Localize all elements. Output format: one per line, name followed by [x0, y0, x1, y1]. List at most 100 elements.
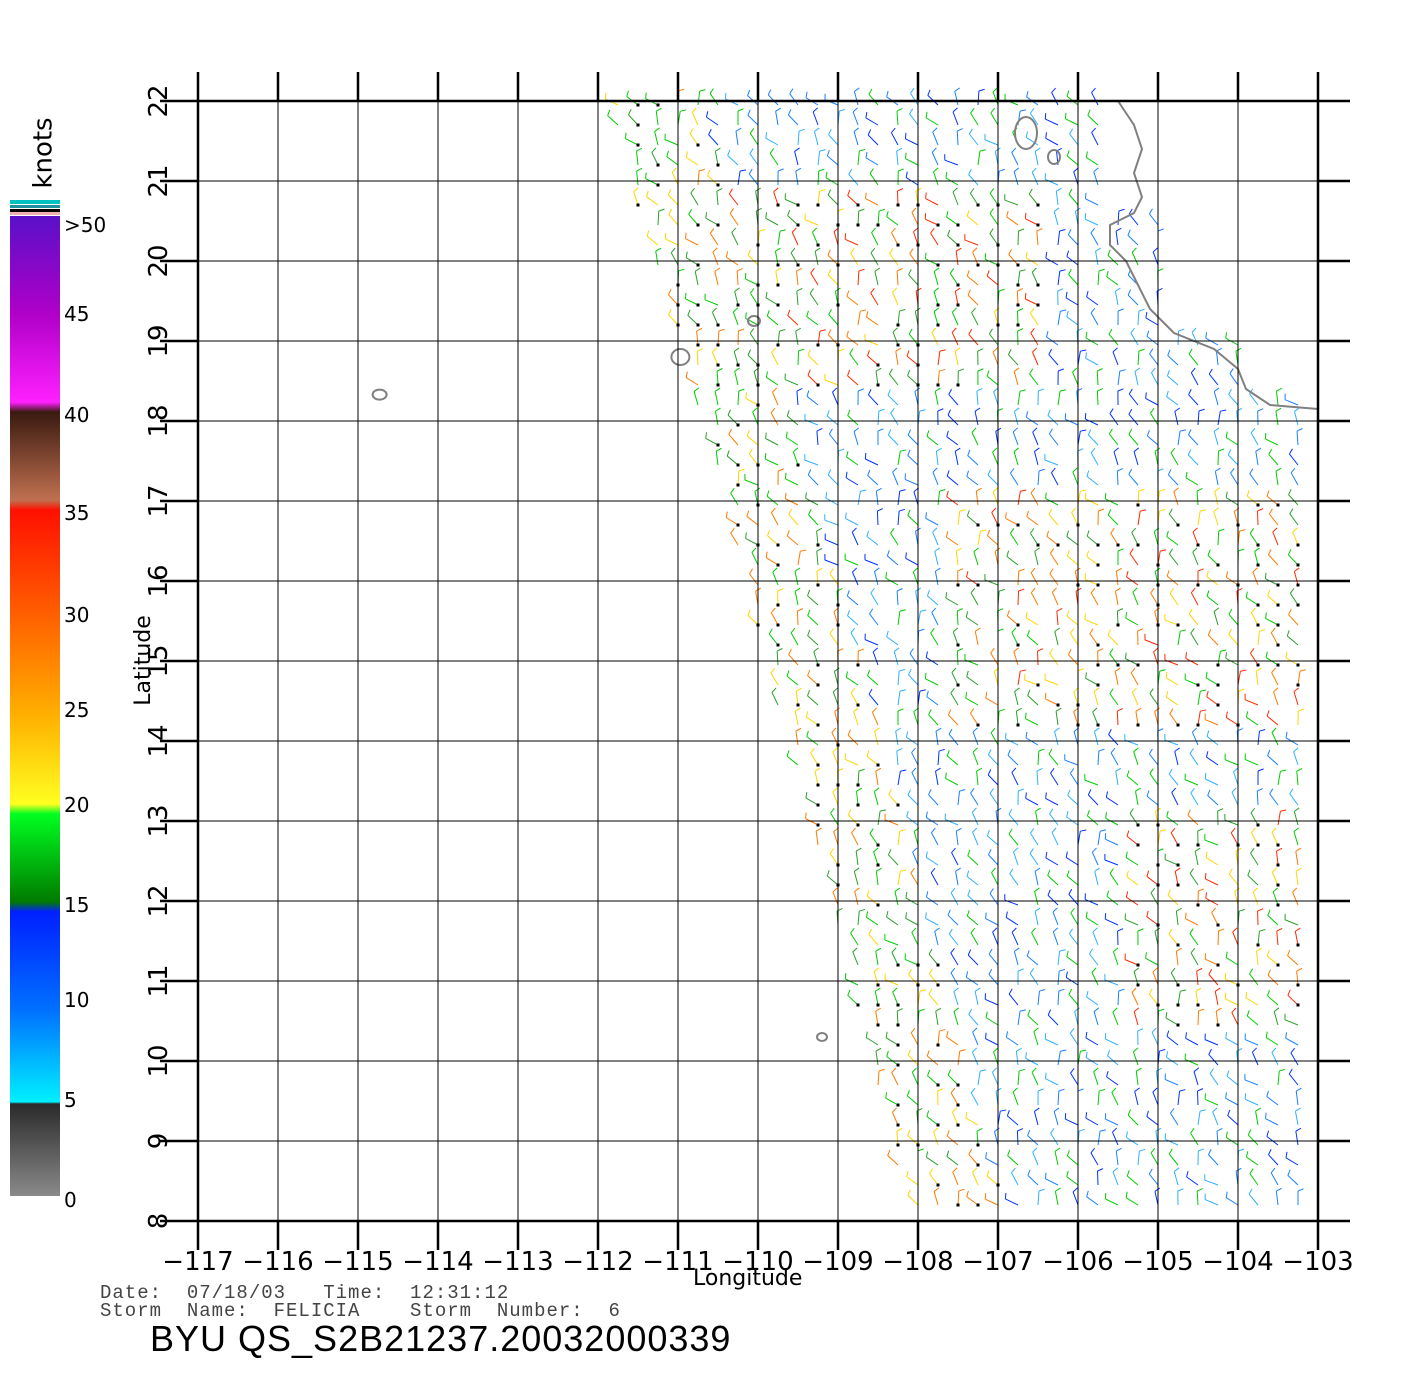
wind-barb — [972, 1027, 978, 1033]
wind-vector — [785, 478, 799, 486]
wind-vector — [925, 218, 939, 226]
wind-barb — [788, 508, 793, 515]
wind-vector — [1070, 912, 1079, 926]
wind-vector — [765, 297, 779, 306]
wind-barb — [1185, 1032, 1187, 1039]
wind-barb — [947, 709, 952, 716]
wind-vector — [1267, 915, 1279, 926]
wind-barb — [685, 232, 687, 239]
wind-vector — [885, 1097, 899, 1106]
wind-vector — [850, 632, 859, 646]
wind-vector — [1249, 973, 1259, 986]
wind-barb — [1287, 549, 1292, 556]
wind-vector — [1189, 873, 1199, 886]
wind-barb — [716, 187, 723, 192]
wind-barb — [1293, 747, 1299, 753]
wind-vector — [885, 577, 899, 586]
rain-flag — [816, 683, 820, 687]
wind-vector — [1011, 772, 1019, 786]
wind-vector — [954, 291, 959, 306]
wind-barb — [906, 1170, 909, 1177]
wind-vector — [1152, 1091, 1159, 1106]
wind-barb — [1170, 967, 1176, 974]
wind-barb — [937, 408, 944, 412]
wind-barb — [892, 467, 898, 473]
wind-barb — [1199, 1109, 1207, 1112]
wind-barb — [1086, 290, 1089, 297]
wind-vector — [706, 116, 719, 126]
wind-vector — [1191, 731, 1199, 746]
rain-flag — [876, 223, 880, 227]
wind-barb — [1208, 368, 1213, 375]
wind-barb — [1019, 109, 1027, 112]
wind-barb — [771, 507, 776, 513]
wind-barb — [1146, 910, 1149, 917]
wind-vector — [728, 434, 739, 446]
wind-barb — [795, 167, 802, 172]
wind-barb — [847, 369, 851, 376]
wind-barb — [1293, 827, 1299, 832]
wind-barb — [1190, 787, 1195, 794]
wind-vector — [1050, 772, 1059, 786]
wind-vector — [847, 415, 859, 426]
wind-vector — [685, 238, 699, 246]
wind-vector — [857, 911, 860, 926]
wind-barb — [891, 227, 896, 233]
wind-vector — [853, 131, 859, 146]
wind-barb — [1047, 1009, 1052, 1016]
wind-vector — [896, 270, 899, 286]
wind-barb — [1089, 948, 1093, 955]
wind-vector — [930, 832, 939, 846]
wind-vector — [985, 1198, 999, 1206]
island — [1047, 149, 1061, 165]
wind-barb — [1126, 570, 1129, 578]
wind-barb — [915, 187, 922, 192]
wind-barb — [1117, 608, 1124, 612]
wind-barb — [1287, 989, 1291, 996]
rain-flag — [1296, 983, 1300, 987]
wind-vector — [993, 1051, 999, 1066]
wind-vector — [1186, 1176, 1199, 1186]
wind-barb — [712, 307, 717, 313]
rain-flag — [1256, 623, 1260, 627]
wind-vector — [1005, 738, 1019, 746]
wind-vector — [787, 315, 799, 326]
wind-barb — [1268, 1149, 1272, 1155]
wind-vector — [714, 391, 719, 406]
rain-flag — [856, 1003, 860, 1007]
wind-barb — [972, 1167, 978, 1173]
wind-vector — [1231, 1012, 1239, 1026]
wind-barb — [1228, 608, 1233, 615]
wind-barb — [1026, 90, 1029, 98]
wind-barb — [1272, 527, 1278, 533]
wind-barb — [688, 208, 692, 215]
wind-vector — [1116, 610, 1119, 626]
wind-barb — [1025, 611, 1028, 618]
wind-vector — [1114, 291, 1119, 306]
wind-vector — [1229, 373, 1239, 386]
wind-barb — [1252, 567, 1258, 573]
wind-vector — [806, 395, 819, 406]
wind-vector — [1166, 696, 1179, 706]
wind-vector — [1187, 454, 1199, 466]
wind-vector — [1213, 611, 1219, 626]
wind-barb — [765, 371, 769, 378]
rain-flag — [1276, 663, 1280, 667]
wind-barb — [1031, 167, 1037, 173]
wind-barb — [897, 708, 904, 712]
wind-vector — [788, 514, 799, 526]
wind-vector — [1250, 852, 1259, 866]
wind-vector — [857, 210, 860, 226]
wind-barb — [1211, 907, 1216, 913]
wind-vector — [815, 831, 819, 846]
wind-vector — [1091, 132, 1099, 146]
wind-barb — [848, 168, 853, 175]
rain-flag — [856, 803, 860, 807]
wind-vector — [807, 695, 819, 706]
wind-barb — [1025, 1052, 1027, 1059]
wind-barb — [966, 510, 970, 517]
wind-vector — [994, 1131, 999, 1146]
wind-barb — [1216, 1128, 1223, 1132]
wind-vector — [1217, 651, 1221, 666]
wind-barb — [628, 109, 632, 115]
